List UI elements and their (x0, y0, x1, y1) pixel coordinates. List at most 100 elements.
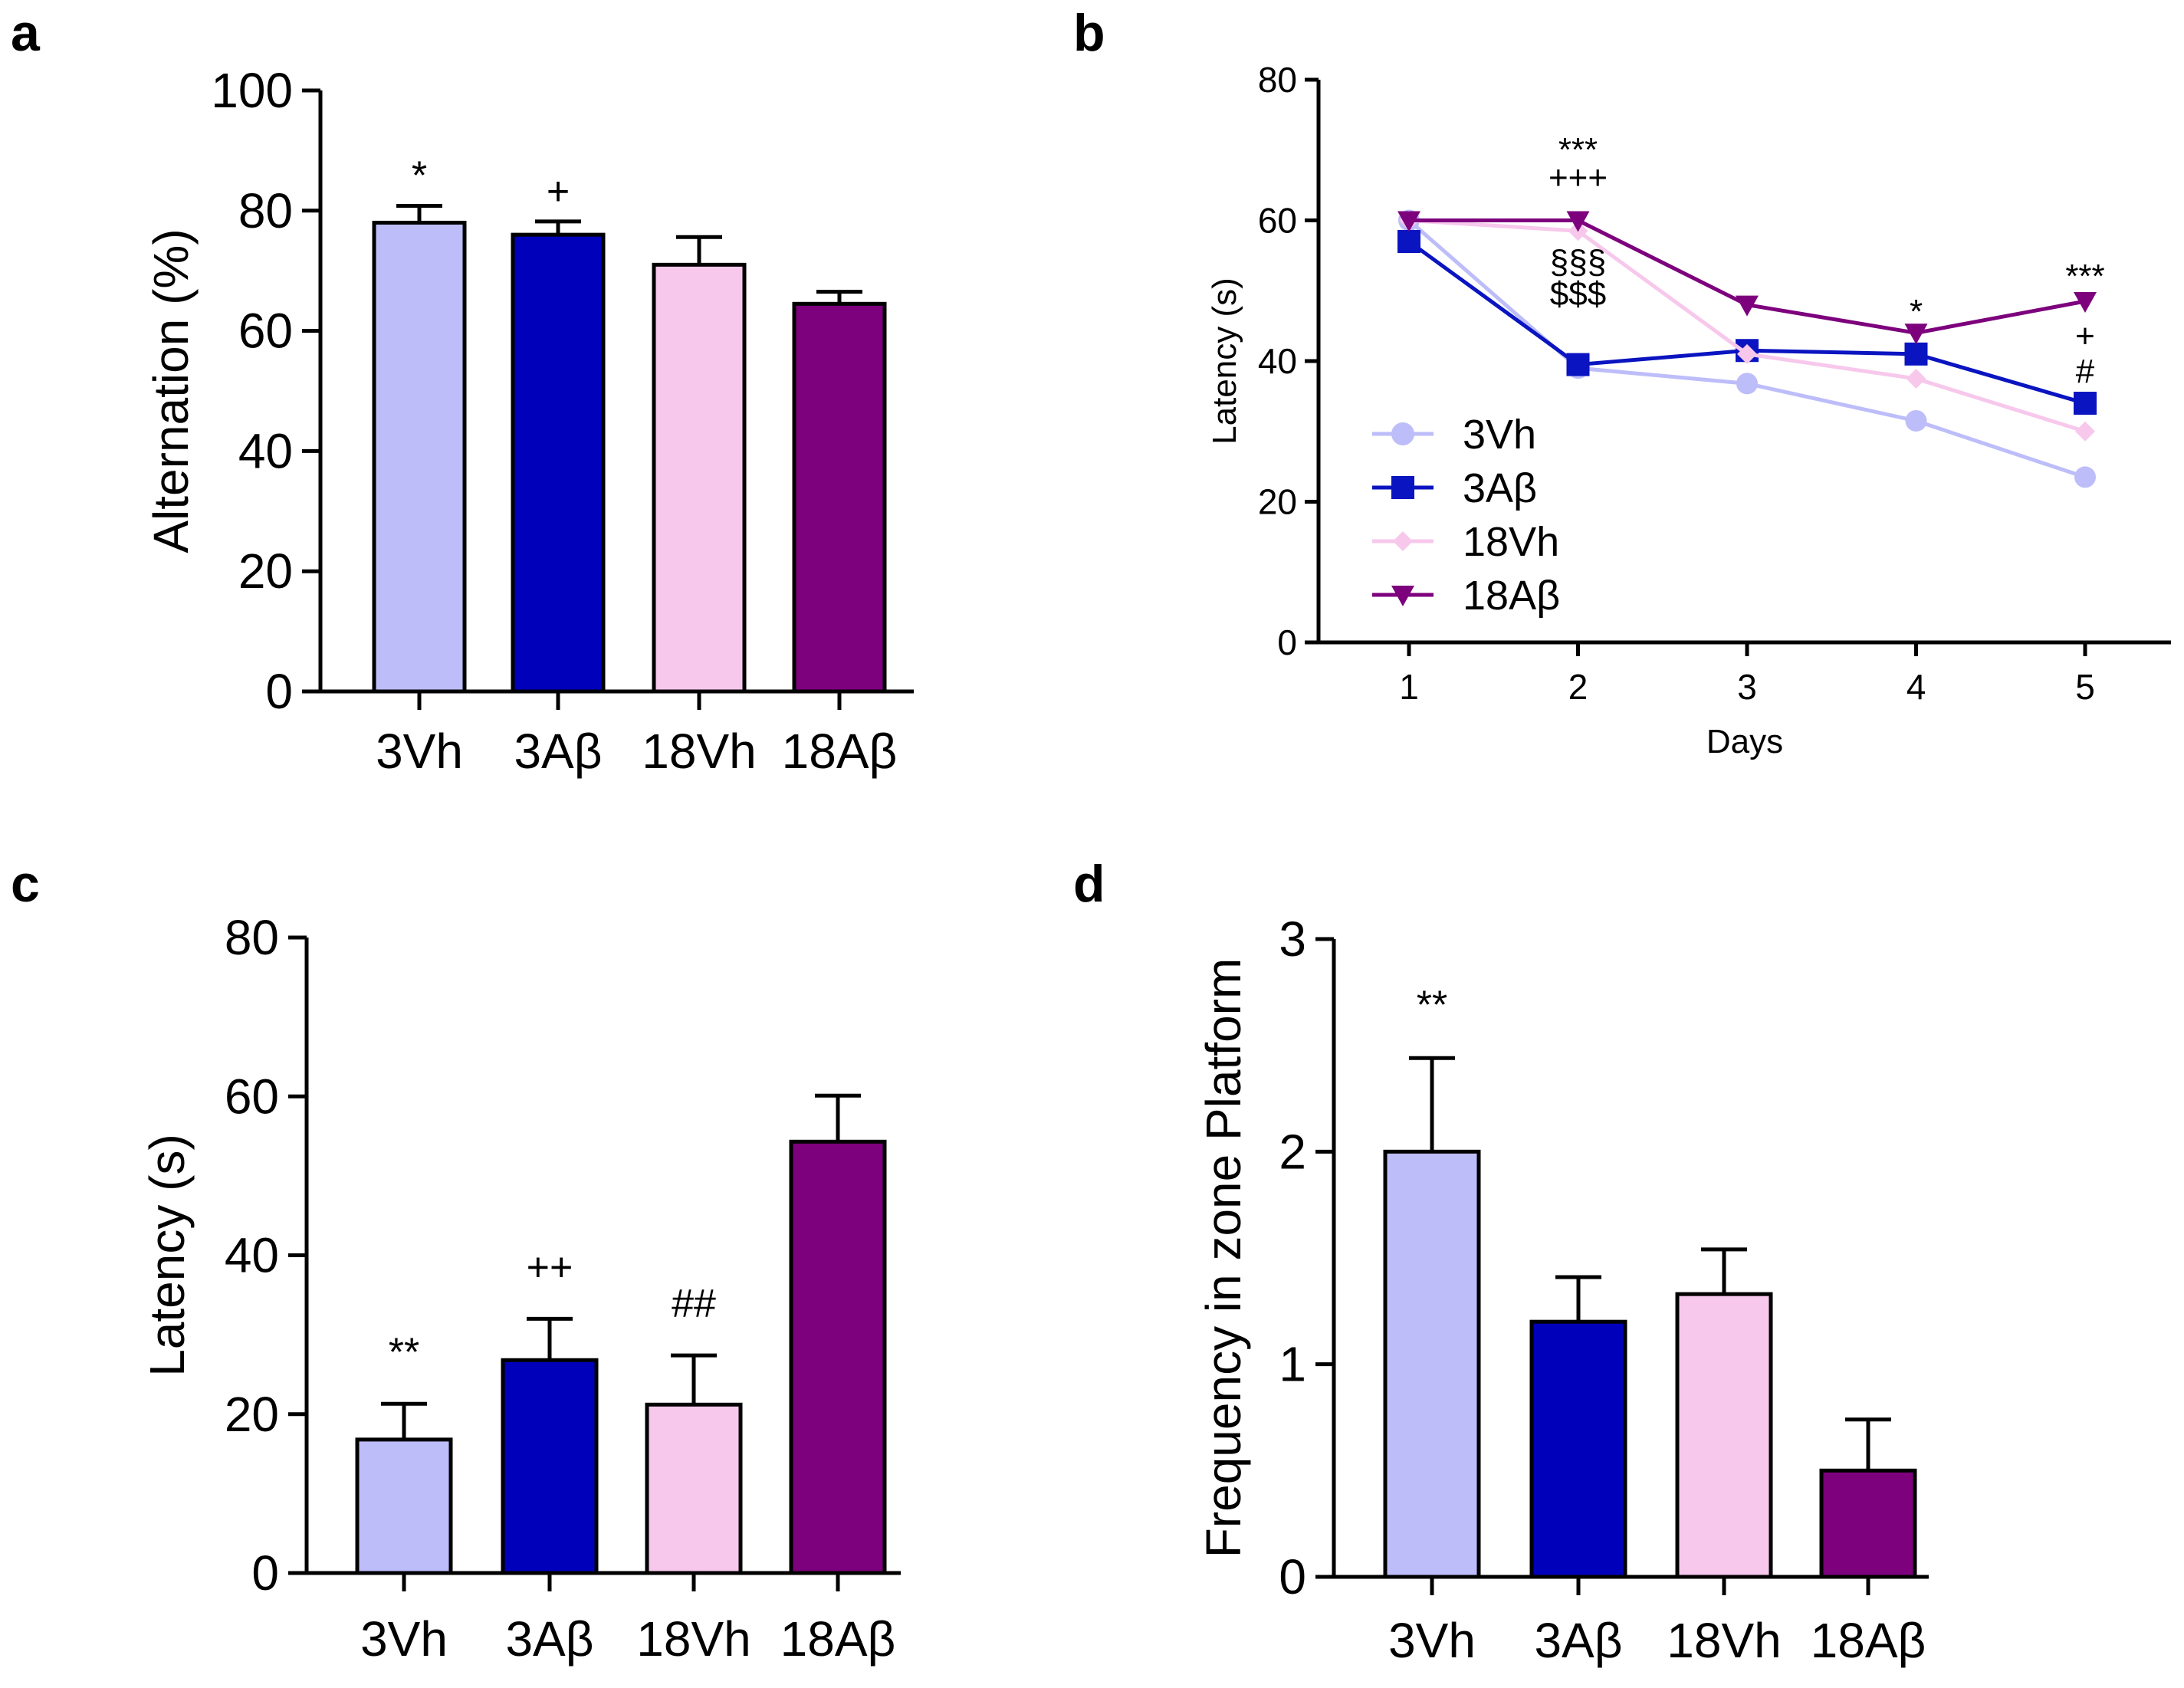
significance-annotation: *** (2065, 258, 2104, 295)
bar-3Vh (355, 1437, 453, 1575)
panel-letter-b: b (1073, 4, 1105, 62)
point-3Aβ (1566, 353, 1590, 376)
y-axis-label: Latency (s) (140, 1134, 195, 1377)
legend-marker (1391, 476, 1414, 499)
bar-3Vh (372, 220, 467, 694)
significance-annotation: ++ (527, 1245, 573, 1289)
x-tick-label: 3 (1737, 667, 1757, 707)
significance-annotation: + (2075, 317, 2095, 355)
significance-annotation: +++ (1549, 159, 1608, 196)
panel-letter-d: d (1073, 855, 1105, 913)
x-tick-label: 3Vh (376, 724, 463, 779)
significance-annotation: §§§ (1550, 244, 1606, 281)
point-18Vh (2075, 421, 2095, 442)
bar-3Vh (1383, 1149, 1481, 1579)
point-3Aβ (1397, 230, 1420, 254)
significance-annotation: ** (1417, 983, 1447, 1027)
y-tick-label: 60 (225, 1069, 279, 1124)
panel-letter-c: c (11, 855, 40, 913)
bar-3Aβ (501, 1358, 599, 1575)
y-tick-label: 0 (265, 664, 293, 719)
chart-d: 0 1 2 3 Frequency in zone Platform 3Vh ** 3Aβ 18… (1196, 911, 1929, 1668)
x-tick-label: 18Vh (642, 724, 756, 779)
point-3Aβ (2074, 392, 2097, 415)
panel-letter-a: a (11, 4, 41, 62)
point-18Aβ (1397, 211, 1420, 232)
legend-label: 3Vh (1463, 412, 1536, 458)
significance-annotation: + (547, 169, 570, 214)
bar-18Aβ (1819, 1468, 1917, 1579)
bar-3Aβ (511, 232, 606, 694)
y-axis-label: Frequency in zone Platform (1196, 958, 1251, 1558)
x-tick-label: 3Vh (1388, 1613, 1476, 1668)
x-tick-label: 3Vh (360, 1611, 448, 1667)
y-tick-label: 3 (1279, 911, 1306, 967)
legend-label: 18Aβ (1463, 573, 1560, 619)
y-axis-label: Alternation (%) (143, 228, 199, 553)
y-tick-label: 0 (251, 1545, 279, 1601)
x-tick-label: 2 (1568, 667, 1588, 707)
significance-annotation: ** (389, 1330, 419, 1374)
y-tick-label: 40 (1258, 341, 1297, 381)
bar-18Aβ (792, 301, 887, 694)
legend-marker (1391, 586, 1414, 606)
x-tick-label: 18Aβ (782, 724, 898, 779)
point-18Aβ (1566, 211, 1590, 232)
y-tick-label: 20 (225, 1387, 279, 1442)
point-18Vh (1737, 343, 1757, 364)
chart-a: 0 20 40 60 80 100 Alternation (%) 3Vh * 3Aβ +18Vh 1… (143, 63, 914, 779)
x-tick-label: 3Aβ (505, 1611, 593, 1667)
x-tick-label: 3Aβ (514, 724, 602, 779)
significance-annotation: ## (672, 1282, 716, 1326)
y-tick-label: 20 (1258, 482, 1297, 522)
y-tick-label: 2 (1279, 1124, 1306, 1179)
bar-18Vh (645, 1402, 743, 1575)
point-3Vh (1736, 373, 1758, 395)
point-18Vh (1906, 368, 1926, 389)
bar-18Aβ (789, 1139, 887, 1575)
y-tick-label: 60 (1258, 201, 1297, 241)
bar-18Vh (1675, 1292, 1773, 1579)
x-tick-label: 4 (1906, 667, 1926, 707)
legend-label: 18Vh (1463, 519, 1559, 565)
x-tick-label: 18Vh (1667, 1613, 1781, 1668)
series-line-18Vh (1408, 218, 2086, 434)
point-18Aβ (1736, 295, 1759, 317)
legend-marker (1391, 422, 1414, 445)
point-18Aβ (1904, 323, 1928, 345)
legend-label: 3Aβ (1463, 465, 1537, 511)
y-tick-label: 40 (225, 1228, 279, 1283)
significance-annotation: $$$ (1550, 275, 1606, 313)
x-tick-label: 1 (1399, 667, 1419, 707)
y-tick-label: 40 (238, 423, 293, 478)
y-tick-label: 100 (211, 63, 293, 118)
significance-annotation: * (1910, 293, 1923, 330)
y-tick-label: 60 (238, 304, 293, 359)
significance-annotation: *** (1558, 131, 1598, 169)
y-tick-label: 20 (238, 544, 293, 599)
x-tick-label: 18Aβ (780, 1611, 896, 1667)
chart-c: 0 20 40 60 80 Latency (s) 3Vh ** 3Aβ ++ 18Vh ## 18Aβ (140, 910, 901, 1667)
y-tick-label: 0 (1279, 1549, 1306, 1604)
x-tick-label: 3Aβ (1534, 1613, 1622, 1668)
point-18Aβ (2074, 292, 2097, 314)
y-tick-label: 80 (225, 910, 279, 965)
y-tick-label: 0 (1277, 622, 1297, 662)
significance-annotation: # (2076, 353, 2095, 390)
y-tick-label: 80 (238, 183, 293, 238)
significance-annotation: * (412, 154, 427, 199)
point-3Aβ (1904, 342, 1928, 366)
y-axis-label: Latency (s) (1206, 278, 1243, 445)
legend-marker (1393, 531, 1413, 551)
bar-18Vh (652, 262, 747, 694)
x-tick-label: 18Aβ (1811, 1613, 1926, 1668)
y-tick-label: 80 (1258, 60, 1297, 100)
point-3Vh (1905, 409, 1927, 432)
x-axis-label: Days (1706, 723, 1783, 760)
y-tick-label: 1 (1279, 1337, 1306, 1392)
x-tick-label: 5 (2075, 667, 2095, 707)
point-3Vh (2074, 466, 2096, 488)
bar-3Aβ (1529, 1319, 1627, 1579)
